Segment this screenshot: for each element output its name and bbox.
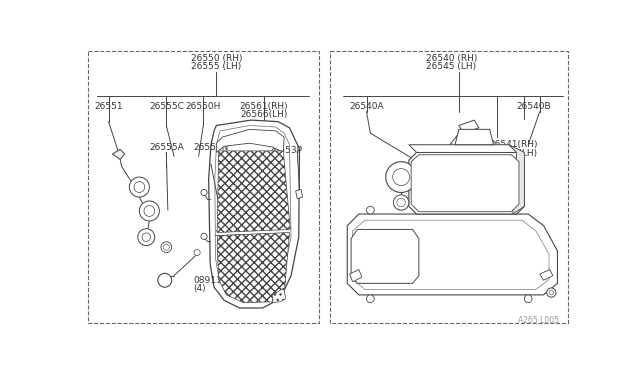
Polygon shape (455, 129, 493, 145)
Polygon shape (216, 129, 284, 153)
Polygon shape (509, 145, 524, 214)
Text: (4): (4) (193, 284, 206, 293)
Text: 26541(RH): 26541(RH) (489, 140, 538, 149)
Text: 26542(LH): 26542(LH) (490, 149, 538, 158)
Text: 26553P: 26553P (269, 147, 303, 155)
Text: 26551: 26551 (94, 102, 123, 111)
Polygon shape (409, 145, 516, 153)
Polygon shape (209, 120, 300, 308)
Text: N: N (162, 276, 168, 285)
Polygon shape (411, 155, 519, 212)
Text: 26555C: 26555C (149, 102, 184, 111)
Text: A265 L005: A265 L005 (518, 316, 559, 325)
Circle shape (394, 195, 409, 210)
Circle shape (524, 295, 532, 302)
Text: 26555 (LH): 26555 (LH) (191, 62, 241, 71)
Text: 26543P: 26543P (485, 165, 519, 174)
Text: 26566(LH): 26566(LH) (241, 110, 288, 119)
Circle shape (158, 273, 172, 287)
Circle shape (386, 162, 417, 192)
Polygon shape (540, 269, 553, 280)
Text: 26550 (RH): 26550 (RH) (191, 54, 242, 63)
Circle shape (547, 288, 556, 297)
Text: 26555A: 26555A (149, 142, 184, 151)
Circle shape (367, 295, 374, 302)
Polygon shape (296, 189, 303, 199)
Text: 26550H: 26550H (186, 102, 221, 111)
Circle shape (367, 206, 374, 214)
Text: 26540 (RH): 26540 (RH) (426, 54, 477, 63)
Circle shape (201, 189, 207, 196)
Circle shape (140, 201, 159, 221)
Text: 26553N: 26553N (193, 142, 228, 151)
Text: 26561(RH): 26561(RH) (240, 102, 289, 111)
Polygon shape (217, 232, 289, 302)
Circle shape (201, 233, 207, 240)
Circle shape (129, 177, 149, 197)
Text: 26545 (LH): 26545 (LH) (426, 62, 476, 71)
Polygon shape (113, 150, 125, 159)
Polygon shape (351, 230, 419, 283)
Circle shape (138, 229, 155, 246)
Circle shape (161, 242, 172, 253)
Text: 26540B: 26540B (516, 102, 551, 111)
Polygon shape (348, 214, 557, 295)
Polygon shape (459, 120, 479, 133)
Polygon shape (349, 269, 362, 282)
Polygon shape (409, 153, 524, 214)
Polygon shape (273, 288, 285, 302)
Text: 26540A: 26540A (349, 102, 384, 111)
Text: 08911-10537: 08911-10537 (193, 276, 254, 285)
Polygon shape (217, 151, 291, 232)
